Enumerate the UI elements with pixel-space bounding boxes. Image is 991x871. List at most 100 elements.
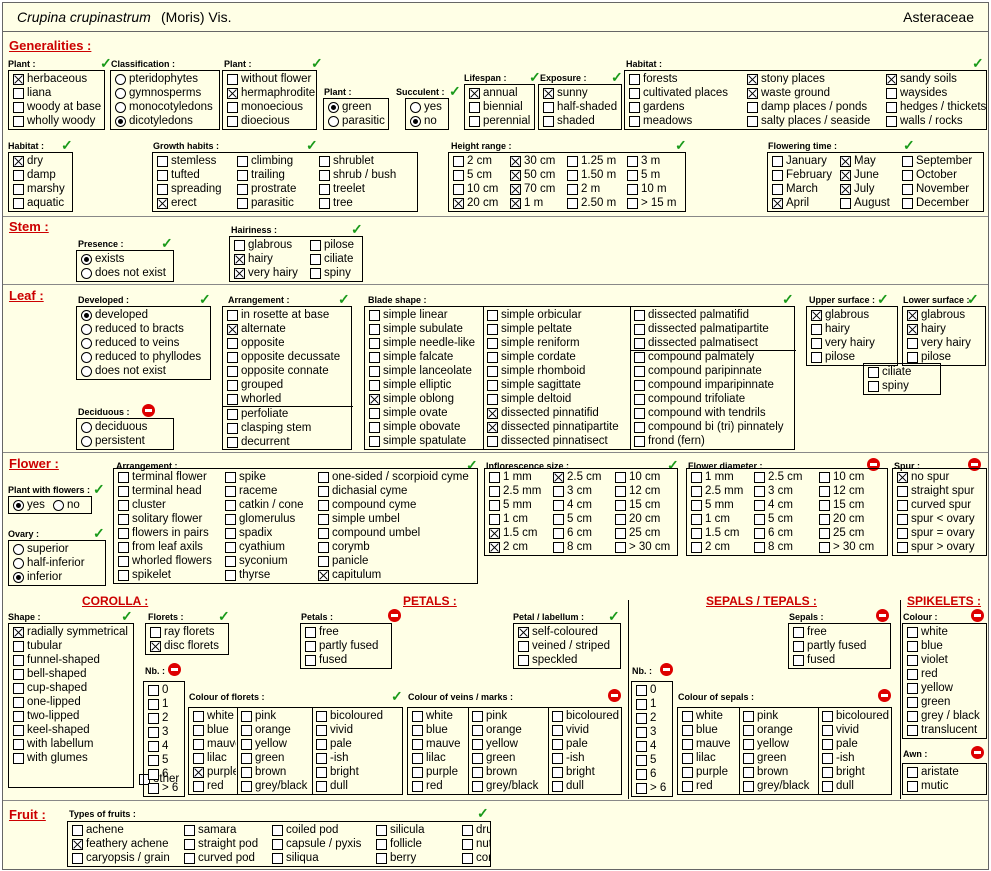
flowering-option-june[interactable]: June — [837, 168, 897, 182]
checkbox[interactable] — [225, 499, 236, 511]
checkbox[interactable] — [634, 351, 645, 363]
nb2-option-1[interactable]: 1 — [633, 697, 673, 711]
farr-option-spike[interactable]: spike — [222, 470, 313, 484]
checkbox[interactable] — [868, 366, 879, 378]
plant2-option-hermaphrodite[interactable]: hermaphrodite — [224, 86, 317, 100]
checkbox[interactable] — [148, 768, 159, 780]
cflor-option-pink[interactable]: pink — [238, 709, 311, 723]
nb2-option-2[interactable]: 2 — [633, 711, 673, 725]
nb2-option-5[interactable]: 5 — [633, 753, 673, 767]
height-option-15-m[interactable]: > 15 m — [624, 196, 686, 210]
checkbox[interactable] — [13, 87, 24, 99]
checkbox[interactable] — [469, 101, 480, 113]
checkbox[interactable] — [241, 724, 252, 736]
checkbox[interactable] — [227, 408, 238, 420]
checkbox[interactable] — [227, 393, 238, 405]
checkbox[interactable] — [819, 471, 830, 483]
shape-option-bell-shaped[interactable]: bell-shaped — [10, 667, 134, 681]
lower-option-very-hairy[interactable]: very hairy — [904, 336, 986, 350]
checkbox[interactable] — [897, 499, 908, 511]
height-option-1-25-m[interactable]: 1.25 m — [564, 154, 622, 168]
shape-option-funnel-shaped[interactable]: funnel-shaped — [10, 653, 134, 667]
fruit-option-cone[interactable]: cone — [459, 851, 491, 865]
growth-option-shrub-bush[interactable]: shrub / bush — [316, 168, 418, 182]
checkbox-checked[interactable] — [489, 527, 500, 539]
checkbox[interactable] — [819, 541, 830, 553]
checkbox[interactable] — [543, 101, 554, 113]
checkbox[interactable] — [615, 541, 626, 553]
checkbox[interactable] — [13, 738, 24, 750]
checkbox-checked[interactable] — [13, 73, 24, 85]
checkbox[interactable] — [615, 527, 626, 539]
checkbox[interactable] — [157, 183, 168, 195]
checkbox[interactable] — [469, 115, 480, 127]
csep-option-yellow[interactable]: yellow — [740, 737, 817, 751]
nb2-option-0[interactable]: 0 — [633, 683, 673, 697]
checkbox[interactable] — [369, 337, 380, 349]
cveins-option-purple[interactable]: purple — [409, 765, 467, 779]
checkbox-checked[interactable] — [193, 766, 204, 778]
cflor-option-purple[interactable]: purple — [190, 765, 236, 779]
checkbox[interactable] — [636, 726, 647, 738]
checkbox[interactable] — [319, 197, 330, 209]
nb1-option-4[interactable]: 4 — [145, 739, 185, 753]
checkbox[interactable] — [489, 513, 500, 525]
expo-option-shaded[interactable]: shaded — [540, 114, 622, 128]
checkbox[interactable] — [148, 782, 159, 794]
checkbox[interactable] — [369, 309, 380, 321]
checkbox[interactable] — [629, 73, 640, 85]
cveins-option-grey-black[interactable]: grey/black — [469, 779, 547, 793]
checkbox[interactable] — [627, 155, 638, 167]
ovary-option-superior[interactable]: superior — [10, 542, 106, 556]
checkbox[interactable] — [636, 684, 647, 696]
checkbox-checked[interactable] — [811, 309, 822, 321]
farr-option-cluster[interactable]: cluster — [115, 498, 220, 512]
checkbox[interactable] — [227, 337, 238, 349]
checkbox[interactable] — [552, 766, 563, 778]
checkbox[interactable] — [907, 682, 918, 694]
checkbox[interactable] — [13, 169, 24, 181]
checkbox[interactable] — [811, 323, 822, 335]
pwf-option-no[interactable]: no — [50, 498, 94, 512]
csep-option-dull[interactable]: dull — [819, 779, 892, 793]
checkbox[interactable] — [822, 710, 833, 722]
cflor-option-orange[interactable]: orange — [238, 723, 311, 737]
nb1-option-5[interactable]: 5 — [145, 753, 185, 767]
shape-option-tubular[interactable]: tubular — [10, 639, 134, 653]
checkbox[interactable] — [319, 155, 330, 167]
checkbox-checked[interactable] — [487, 407, 498, 419]
checkbox-checked[interactable] — [907, 323, 918, 335]
height-option-2-50-m[interactable]: 2.50 m — [564, 196, 622, 210]
checkbox[interactable] — [553, 541, 564, 553]
checkbox[interactable] — [319, 183, 330, 195]
checkbox[interactable] — [118, 541, 129, 553]
fruit-option-silicula[interactable]: silicula — [373, 823, 457, 837]
checkbox[interactable] — [13, 183, 24, 195]
hab1-option-hedges-thickets[interactable]: hedges / thickets — [883, 100, 987, 114]
checkbox[interactable] — [487, 435, 498, 447]
checkbox[interactable] — [487, 309, 498, 321]
radio-selected[interactable] — [81, 253, 92, 265]
checkbox-checked[interactable] — [886, 73, 897, 85]
ovary-option-inferior[interactable]: inferior — [10, 570, 106, 584]
cveins-option-pink[interactable]: pink — [469, 709, 547, 723]
hair-option-ciliate[interactable]: ciliate — [307, 252, 363, 266]
checkbox[interactable] — [747, 115, 758, 127]
class-option-monocotyledons[interactable]: monocotyledons — [112, 100, 220, 114]
blade-option-simple-obovate[interactable]: simple obovate — [366, 420, 482, 434]
checkbox-checked[interactable] — [543, 87, 554, 99]
cflor-option-mauve[interactable]: mauve — [190, 737, 236, 751]
infl-option-30-cm[interactable]: > 30 cm — [612, 540, 678, 554]
checkbox[interactable] — [615, 471, 626, 483]
checkbox[interactable] — [376, 824, 387, 836]
arr-option-in-rosette-at-base[interactable]: in rosette at base — [224, 308, 352, 322]
checkbox[interactable] — [819, 499, 830, 511]
spcol-option-yellow[interactable]: yellow — [904, 681, 987, 695]
flowering-option-august[interactable]: August — [837, 196, 897, 210]
arr-option-alternate[interactable]: alternate — [224, 322, 352, 336]
decid-option-deciduous[interactable]: deciduous — [78, 420, 174, 434]
hair-option-hairy[interactable]: hairy — [231, 252, 305, 266]
blade-option-simple-oblong[interactable]: simple oblong — [366, 392, 482, 406]
height-option-20-cm[interactable]: 20 cm — [450, 196, 505, 210]
checkbox[interactable] — [552, 752, 563, 764]
